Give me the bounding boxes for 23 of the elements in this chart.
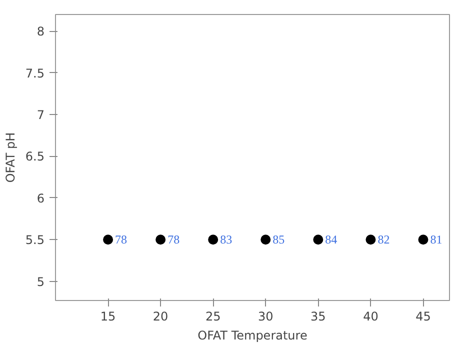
x-tick-label: 35 xyxy=(310,310,326,324)
x-tick-label: 20 xyxy=(152,310,168,324)
x-tick-label: 25 xyxy=(205,310,221,324)
annotation: 83 xyxy=(220,232,232,247)
x-tick-label: 45 xyxy=(416,310,431,324)
y-tick-label: 7.5 xyxy=(25,66,45,80)
y-tick-label: 7 xyxy=(36,108,45,122)
annotation: 78 xyxy=(168,232,180,247)
annotation: 82 xyxy=(378,232,390,247)
y-tick-label: 6.5 xyxy=(25,150,45,164)
annotation: 84 xyxy=(325,232,338,247)
y-tick-label: 5.5 xyxy=(25,233,45,248)
x-tick-label: 30 xyxy=(258,310,274,324)
annotation: 81 xyxy=(430,232,442,247)
y-axis-title: OFAT pH xyxy=(3,132,18,183)
y-tick-label: 8 xyxy=(36,24,45,39)
x-tick-label: 15 xyxy=(100,310,116,324)
y-tick-label: 5 xyxy=(36,274,45,289)
annotation: 85 xyxy=(272,232,285,247)
y-tick-label: 6 xyxy=(36,191,45,206)
x-tick-label: 40 xyxy=(363,310,378,324)
annotation: 78 xyxy=(115,232,128,247)
x-axis-title: OFAT Temperature xyxy=(198,328,308,342)
